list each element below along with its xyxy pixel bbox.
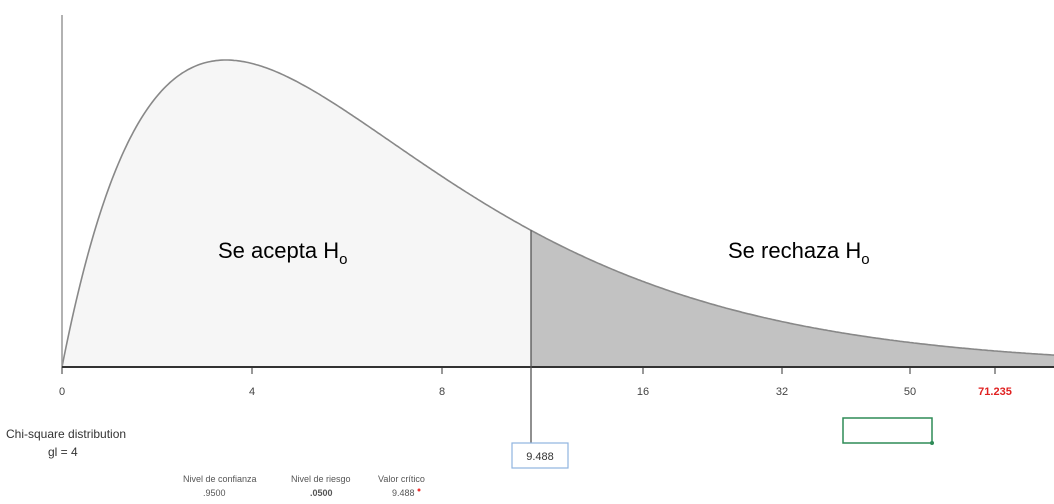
tick-label: 32 [776, 386, 788, 398]
critical-box [511, 442, 569, 469]
marker [417, 488, 421, 492]
density-curve [61, 59, 1054, 368]
tick-label: 16 [637, 386, 649, 398]
reject-area [531, 230, 1054, 367]
info-df: gl = 4 [48, 445, 78, 459]
ticks: 0 4 8 16 32 50 71.235 [59, 367, 1012, 398]
accept-label: Se acepta Ho [218, 238, 347, 268]
info-title: Chi-square distribution [6, 427, 126, 441]
tick-label: 8 [439, 386, 445, 398]
stat-value: .0500 [310, 488, 333, 498]
tick-label: 50 [904, 386, 916, 398]
accept-area [62, 60, 531, 367]
tick-label: 4 [249, 386, 255, 398]
tick-label: 0 [59, 386, 65, 398]
reject-label: Se rechaza Ho [728, 238, 870, 268]
stat-value: .9500 [203, 488, 226, 498]
handle [930, 441, 934, 445]
critical-value: 9.488 [526, 451, 554, 463]
stat-label: Valor crítico [378, 474, 425, 484]
input-box[interactable] [842, 417, 933, 444]
stat-label: Nivel de riesgo [291, 474, 351, 484]
stat-value: 9.488 [392, 488, 415, 498]
stat-label: Nivel de confianza [183, 474, 257, 484]
tick-label: 71.235 [978, 386, 1012, 398]
